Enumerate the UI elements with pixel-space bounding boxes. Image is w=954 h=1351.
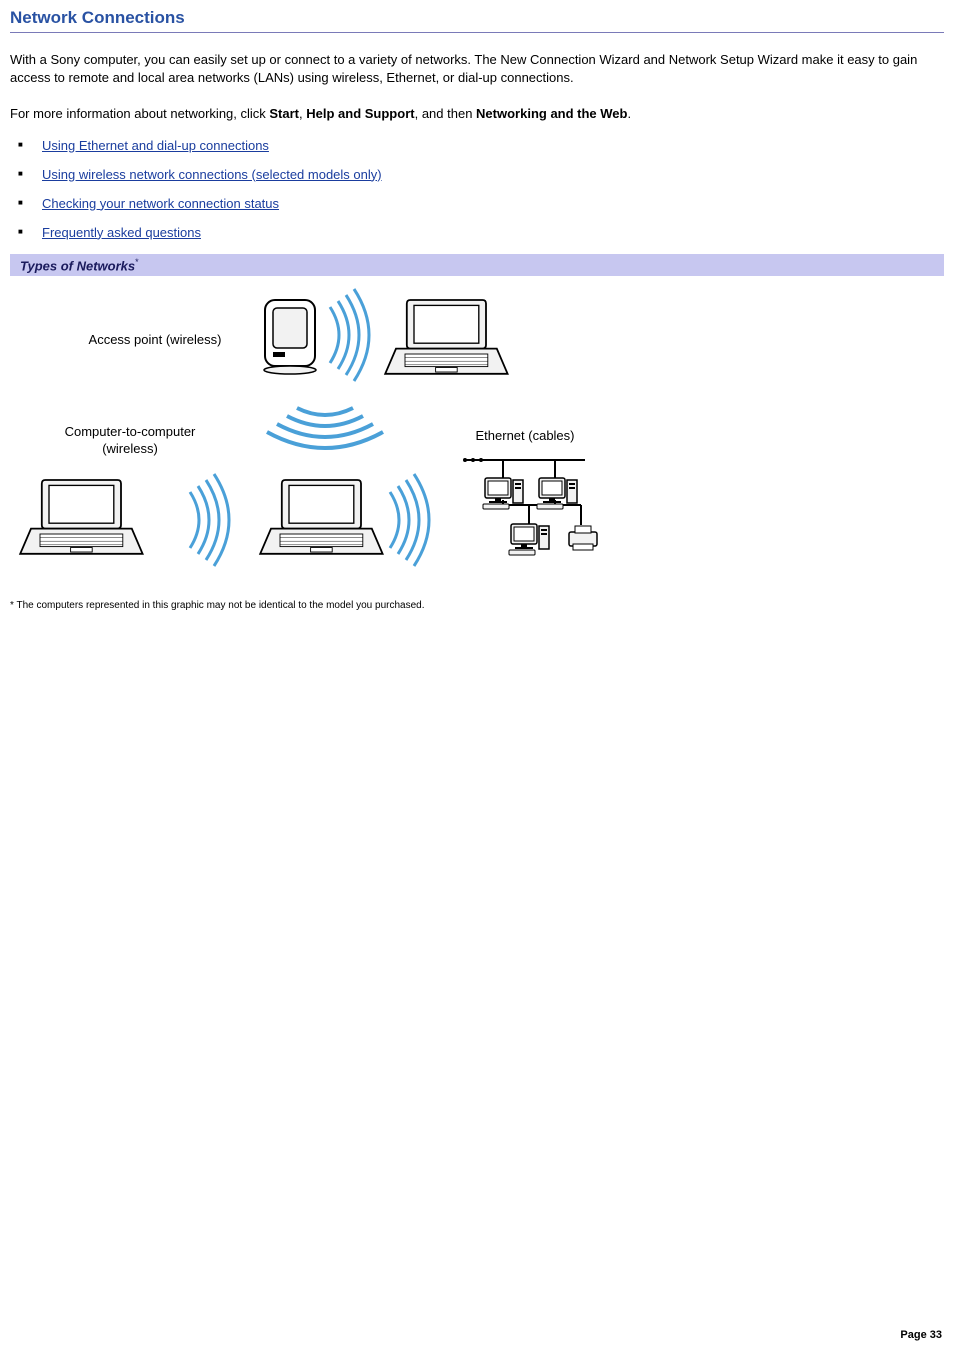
label-c2c-line2: (wireless) (102, 441, 158, 456)
list-item: Frequently asked questions (18, 225, 944, 240)
network-types-diagram: Access point (wireless) Computer-to-comp… (10, 280, 650, 590)
link-status[interactable]: Checking your network connection status (42, 196, 279, 211)
banner-asterisk: * (135, 257, 139, 267)
laptop-icon (385, 300, 507, 374)
label-ethernet: Ethernet (cables) (455, 428, 595, 445)
moreinfo-sep2: , and then (415, 106, 476, 121)
link-list: Using Ethernet and dial-up connections U… (18, 138, 944, 240)
moreinfo-help: Help and Support (306, 106, 414, 121)
moreinfo-prefix: For more information about networking, c… (10, 106, 269, 121)
laptop-icon (20, 480, 142, 554)
footnote: * The computers represented in this grap… (10, 600, 944, 611)
link-faq[interactable]: Frequently asked questions (42, 225, 201, 240)
link-wireless[interactable]: Using wireless network connections (sele… (42, 167, 382, 182)
list-item: Using Ethernet and dial-up connections (18, 138, 944, 153)
moreinfo-networking: Networking and the Web (476, 106, 627, 121)
signal-arcs-icon (390, 474, 429, 566)
more-info-paragraph: For more information about networking, c… (10, 105, 944, 123)
signal-arcs-icon (330, 289, 369, 381)
moreinfo-suffix: . (627, 106, 631, 121)
label-access-point: Access point (wireless) (65, 332, 245, 349)
banner-text: Types of Networks (20, 258, 135, 273)
ethernet-network-icon (463, 458, 597, 555)
intro-paragraph: With a Sony computer, you can easily set… (10, 51, 944, 87)
signal-arcs-icon (267, 408, 383, 448)
page-title: Network Connections (10, 8, 944, 33)
access-point-icon (264, 300, 316, 374)
label-computer-to-computer: Computer-to-computer (wireless) (30, 424, 230, 458)
laptop-icon (260, 480, 382, 554)
signal-arcs-icon (190, 474, 229, 566)
label-c2c-line1: Computer-to-computer (65, 424, 196, 439)
list-item: Checking your network connection status (18, 196, 944, 211)
page-label: Page (900, 1329, 926, 1341)
link-ethernet-dialup[interactable]: Using Ethernet and dial-up connections (42, 138, 269, 153)
page-footer: Page 33 (900, 1329, 942, 1341)
moreinfo-start: Start (269, 106, 299, 121)
list-item: Using wireless network connections (sele… (18, 167, 944, 182)
page-number: 33 (930, 1329, 942, 1341)
section-banner: Types of Networks* (10, 254, 944, 276)
